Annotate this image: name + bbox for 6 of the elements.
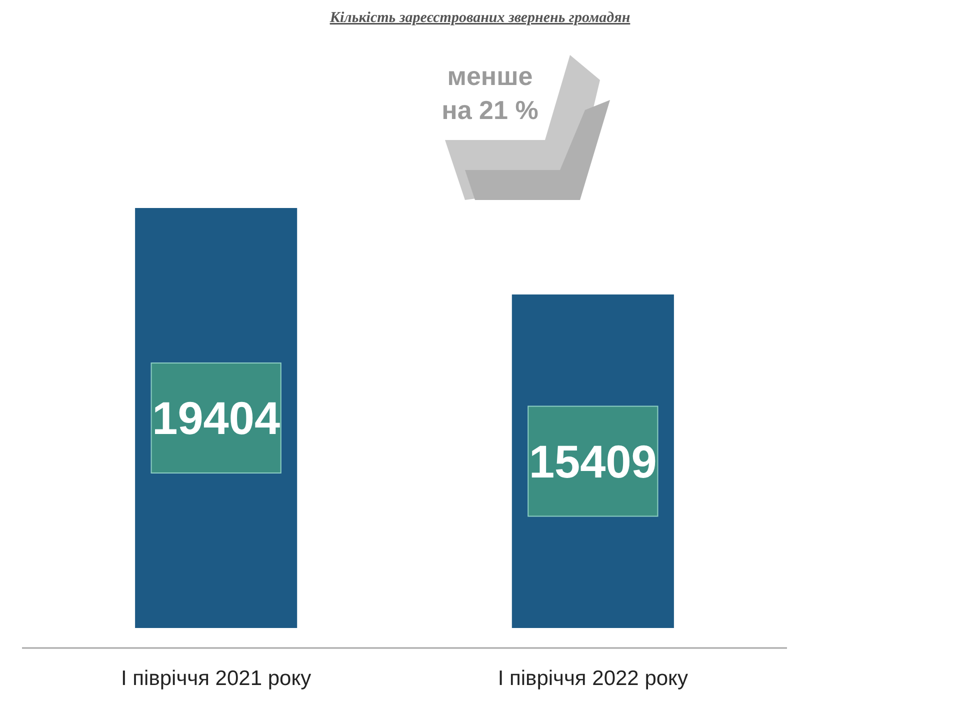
- data-label: 19404: [152, 392, 280, 444]
- chart-title: Кількість зареєстрованих звернень громадян: [328, 10, 630, 26]
- text: менше на 21 %: [442, 61, 538, 125]
- x-tick-label: І півріччя 2021 року: [121, 667, 312, 690]
- x-tick-label: І півріччя 2022 року: [498, 667, 688, 690]
- data-label: 15409: [528, 435, 657, 488]
